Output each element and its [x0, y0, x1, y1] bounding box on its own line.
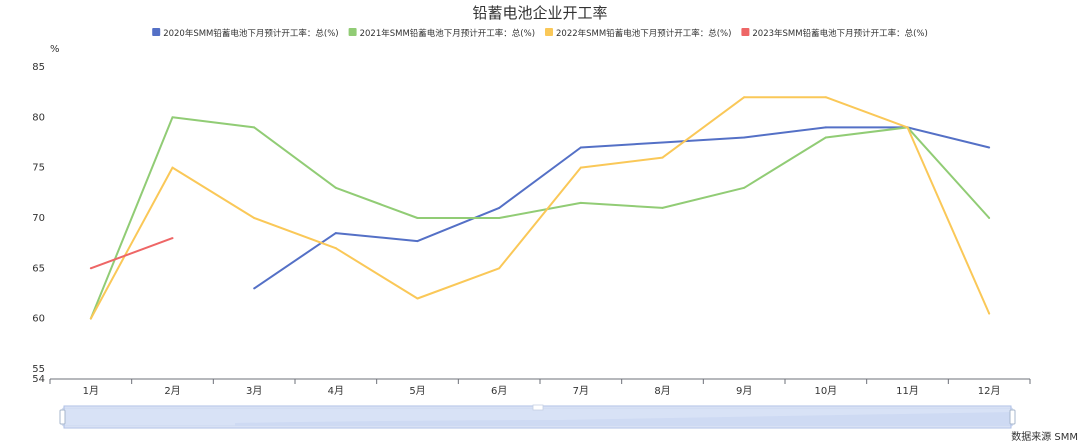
x-tick-label: 8月 — [654, 385, 670, 397]
x-tick-label: 9月 — [736, 385, 752, 397]
data-point[interactable] — [579, 166, 582, 169]
zoom-slider-left-handle[interactable] — [59, 409, 66, 425]
data-point[interactable] — [824, 96, 827, 99]
data-point[interactable] — [824, 136, 827, 139]
legend-label: 2021年SMM铅蓄电池下月预计开工率：总(%) — [360, 28, 535, 39]
legend-label: 2022年SMM铅蓄电池下月预计开工率：总(%) — [556, 28, 731, 39]
data-point[interactable] — [498, 216, 501, 219]
data-point[interactable] — [89, 267, 92, 270]
data-point[interactable] — [253, 287, 256, 290]
x-tick-label: 12月 — [978, 385, 1001, 397]
data-point[interactable] — [824, 126, 827, 129]
y-tick-label: 60 — [32, 314, 45, 325]
data-point[interactable] — [253, 126, 256, 129]
data-point[interactable] — [988, 216, 991, 219]
data-point[interactable] — [743, 186, 746, 189]
series-line-0[interactable] — [253, 126, 990, 290]
data-point[interactable] — [988, 312, 991, 315]
x-tick-label: 3月 — [246, 385, 262, 397]
series-layer — [89, 96, 991, 320]
data-point[interactable] — [253, 216, 256, 219]
y-axis-unit-label: % — [50, 44, 60, 55]
data-point[interactable] — [743, 136, 746, 139]
y-tick-label: 54 — [32, 374, 45, 385]
legend-swatch — [545, 28, 553, 36]
x-tick-label: 2月 — [164, 385, 180, 397]
data-point[interactable] — [498, 206, 501, 209]
x-tick-label: 11月 — [896, 385, 919, 397]
y-tick-label: 55 — [32, 364, 45, 375]
data-source-label: 数据来源 SMM — [1011, 430, 1078, 443]
data-point[interactable] — [498, 267, 501, 270]
legend-item[interactable]: 2020年SMM铅蓄电池下月预计开工率：总(%) — [152, 28, 339, 39]
series-line-1[interactable] — [89, 116, 990, 319]
x-tick-label: 4月 — [328, 385, 344, 397]
series-line-3[interactable] — [90, 237, 173, 270]
data-point[interactable] — [661, 156, 664, 159]
data-point[interactable] — [334, 232, 337, 235]
legend-swatch — [741, 28, 750, 36]
legend[interactable]: 2020年SMM铅蓄电池下月预计开工率：总(%) 2021年SMM铅蓄电池下月预计… — [152, 28, 928, 39]
data-point[interactable] — [334, 186, 337, 189]
data-point[interactable] — [416, 240, 419, 243]
data-point[interactable] — [661, 141, 664, 144]
legend-item[interactable]: 2023年SMM铅蓄电池下月预计开工率：总(%) — [741, 28, 928, 39]
data-point[interactable] — [661, 206, 664, 209]
legend-swatch — [152, 28, 161, 36]
zoom-slider-right-handle[interactable] — [1009, 409, 1016, 425]
x-tick-label: 6月 — [491, 385, 507, 397]
x-tick-label: 5月 — [409, 385, 425, 397]
y-tick-label: 65 — [32, 263, 45, 274]
y-tick-label: 80 — [32, 112, 45, 123]
data-point[interactable] — [171, 166, 174, 169]
legend-item[interactable]: 2022年SMM铅蓄电池下月预计开工率：总(%) — [545, 28, 731, 39]
data-point[interactable] — [743, 96, 746, 99]
data-point[interactable] — [416, 297, 419, 300]
data-point[interactable] — [579, 201, 582, 204]
legend-item[interactable]: 2021年SMM铅蓄电池下月预计开工率：总(%) — [348, 28, 535, 39]
data-point[interactable] — [579, 146, 582, 149]
data-point[interactable] — [171, 237, 174, 240]
y-tick-label: 70 — [32, 213, 45, 224]
y-tick-label: 75 — [32, 163, 45, 174]
x-axis: 1月 2月 3月 4月 5月 6月 7月 8月 9月 10月 11月 12月 — [49, 378, 1031, 397]
x-tick-label: 10月 — [814, 385, 837, 397]
data-point[interactable] — [988, 146, 991, 149]
data-point[interactable] — [906, 126, 909, 129]
y-tick-label: 85 — [32, 62, 45, 73]
x-tick-label: 7月 — [573, 385, 589, 397]
data-point[interactable] — [416, 216, 419, 219]
series-line-2[interactable] — [89, 96, 991, 320]
legend-label: 2023年SMM铅蓄电池下月预计开工率：总(%) — [752, 28, 927, 39]
zoom-slider-top-grip[interactable] — [532, 404, 544, 411]
legend-label: 2020年SMM铅蓄电池下月预计开工率：总(%) — [163, 28, 338, 39]
legend-swatch — [348, 28, 357, 36]
data-point[interactable] — [89, 317, 92, 320]
zoom-slider[interactable] — [59, 404, 1016, 429]
chart-title: 铅蓄电池企业开工率 — [472, 4, 607, 22]
x-tick-label: 1月 — [83, 385, 99, 397]
data-point[interactable] — [334, 247, 337, 250]
data-point[interactable] — [171, 116, 174, 119]
